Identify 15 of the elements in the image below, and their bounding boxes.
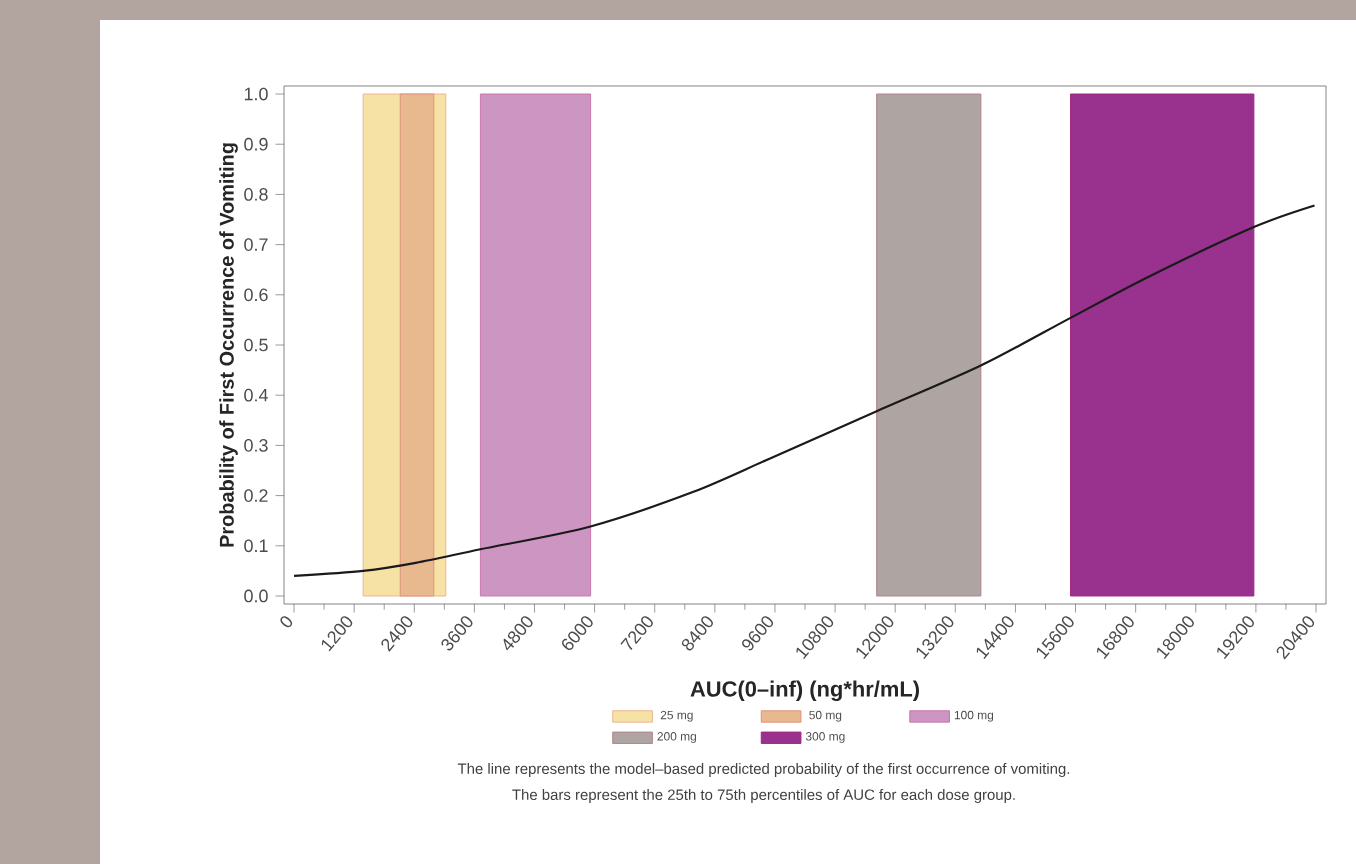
y-tick-label: 0.4 bbox=[244, 388, 268, 402]
y-tick-label: 0.5 bbox=[244, 338, 268, 352]
line-series bbox=[292, 204, 1316, 577]
x-axis-title: AUC(0–inf) (ng*hr/mL) bbox=[690, 680, 919, 702]
y-tick-label: 0.7 bbox=[244, 238, 268, 251]
y-tick-label: 0.6 bbox=[244, 288, 268, 302]
y-tick-label: 0.3 bbox=[244, 439, 268, 452]
y-tick-label: 0.9 bbox=[244, 137, 268, 151]
y-tick-label: 0.0 bbox=[244, 589, 268, 603]
y-tick-label: 0.8 bbox=[244, 188, 268, 201]
y-tick-label: 0.1 bbox=[244, 539, 268, 553]
y-axis-title: Probability of First Occurrence of Vomiting bbox=[219, 143, 238, 547]
y-tick-label: 1.0 bbox=[244, 87, 268, 101]
x-tick-label: 0 bbox=[280, 616, 293, 628]
y-tick-label: 0.2 bbox=[244, 489, 268, 502]
